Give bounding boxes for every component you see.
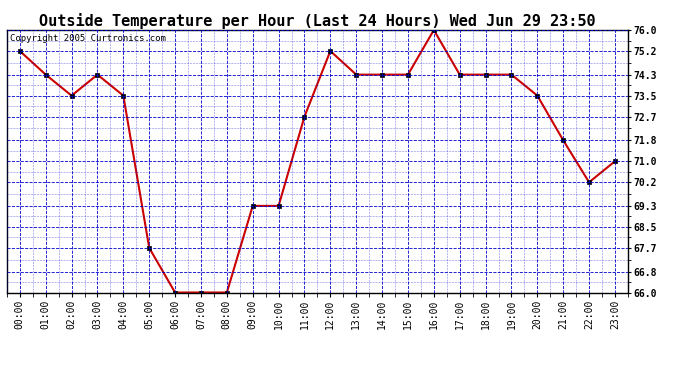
Text: Copyright 2005 Curtronics.com: Copyright 2005 Curtronics.com [10, 34, 166, 43]
Title: Outside Temperature per Hour (Last 24 Hours) Wed Jun 29 23:50: Outside Temperature per Hour (Last 24 Ho… [39, 13, 595, 29]
